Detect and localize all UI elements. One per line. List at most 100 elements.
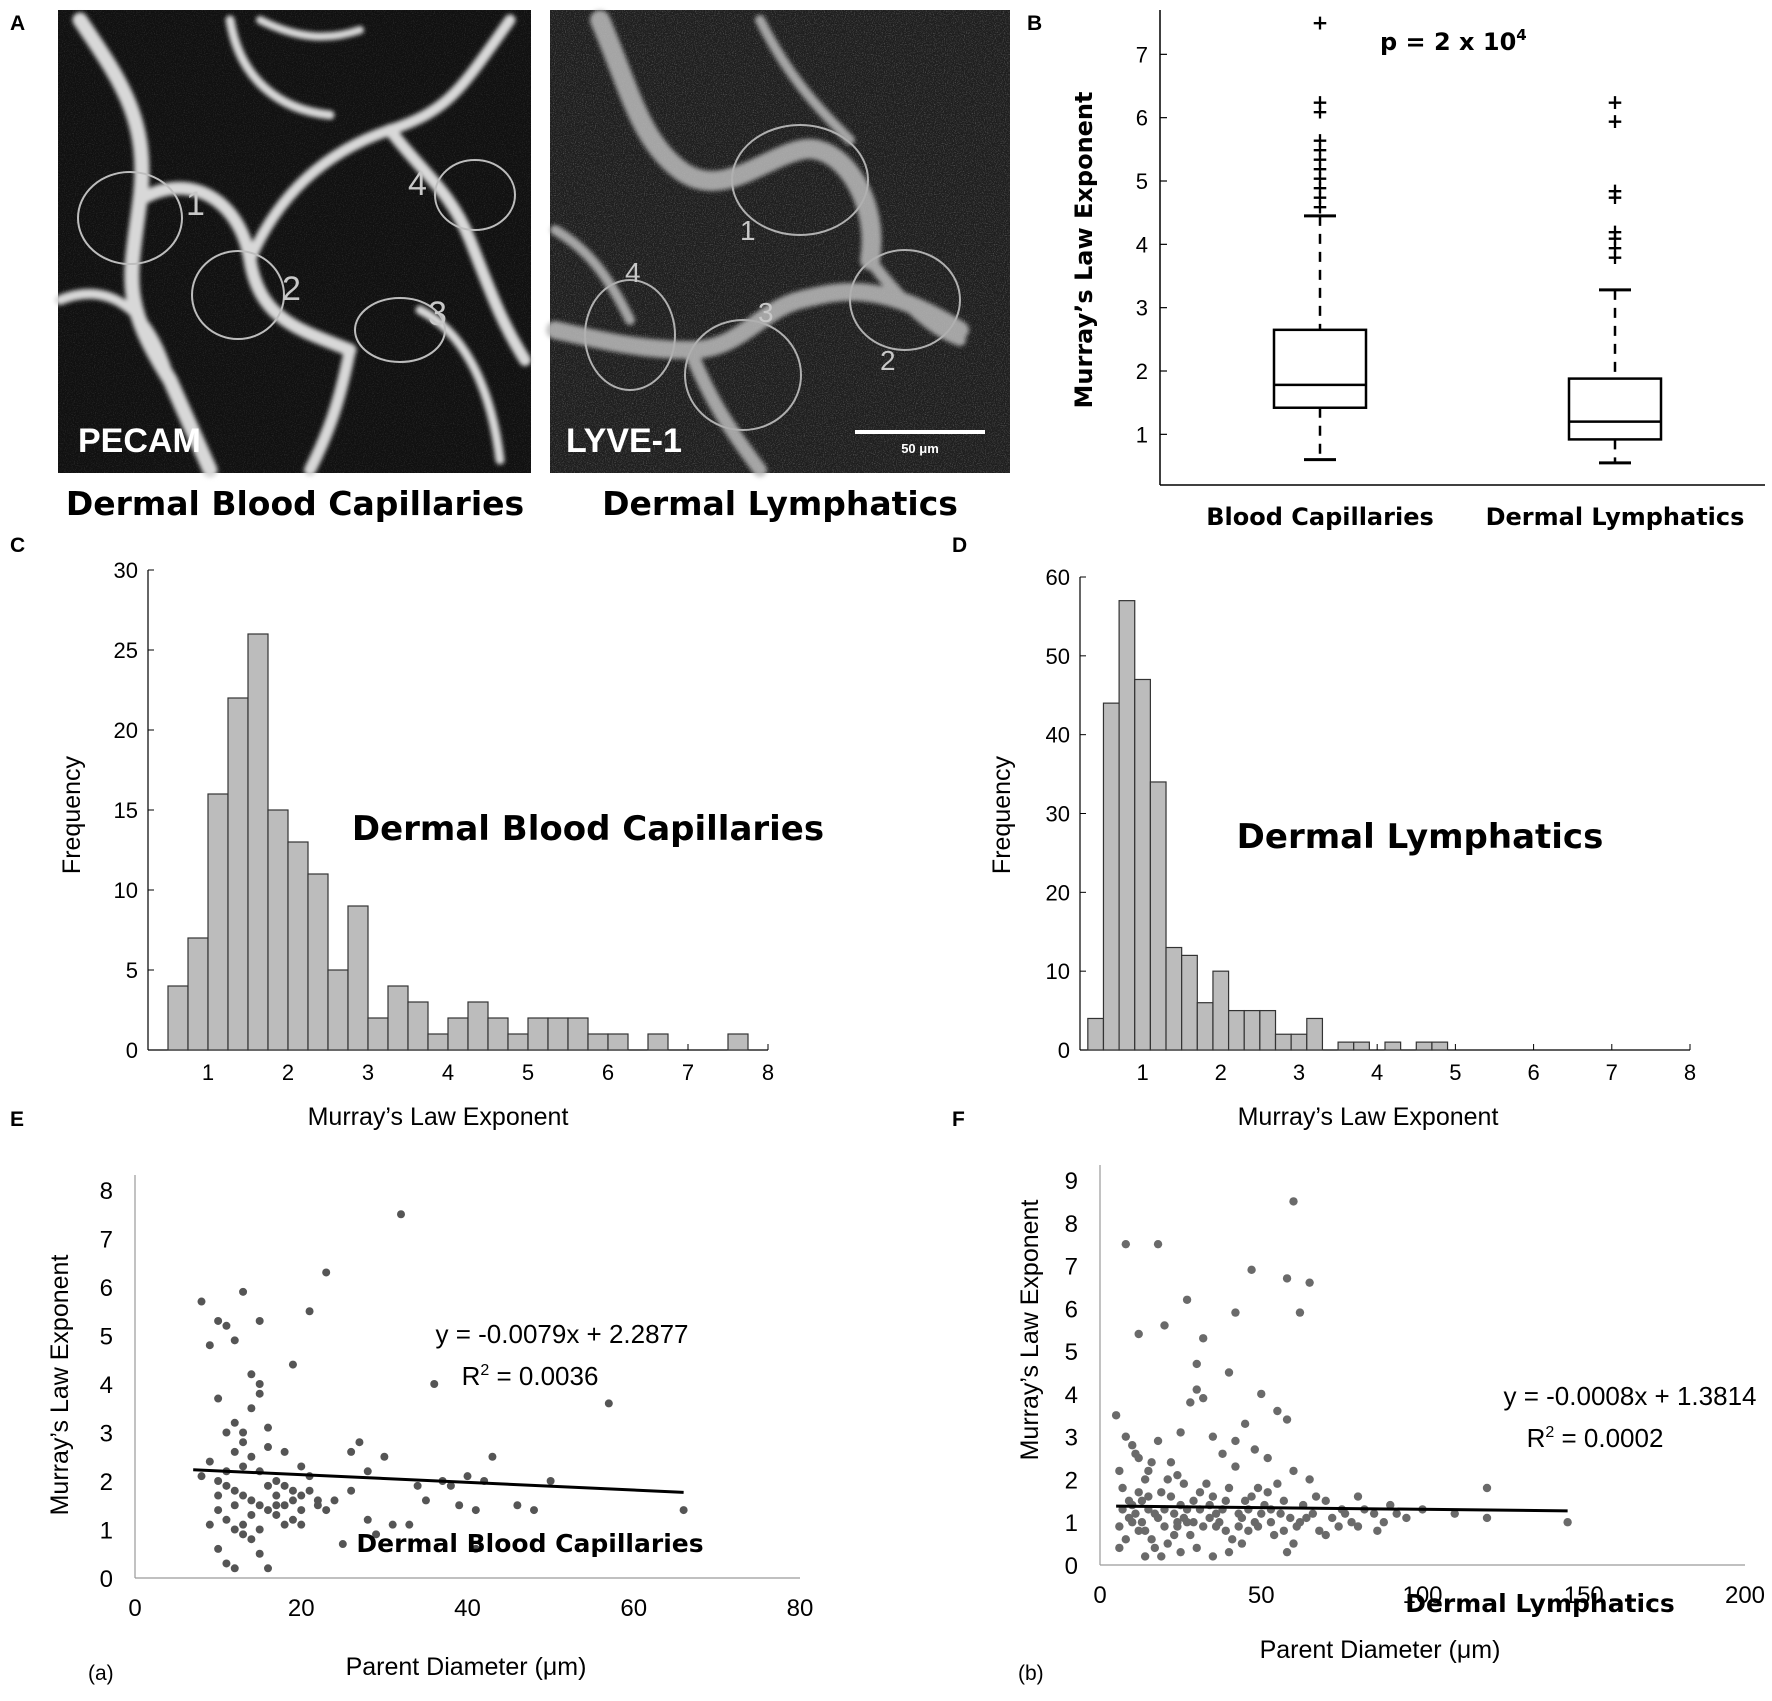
chart-f-point-77 (1279, 1496, 1289, 1506)
chart-f-point-33 (1250, 1445, 1260, 1454)
chart-c-bar-5 (267, 809, 289, 1051)
chart-f-point-64 (1211, 1509, 1221, 1518)
chart-e-point-91 (280, 1520, 289, 1529)
chart-c-bar-20 (567, 1017, 589, 1051)
chart-f-xlabel: Parent Diameter (μm) (1260, 1636, 1501, 1664)
chart-e-point-46 (247, 1535, 256, 1544)
chart-f-point-54 (1157, 1552, 1166, 1561)
chart-f-point-0 (1121, 1239, 1131, 1249)
chart-e-point-27 (297, 1462, 306, 1471)
chart-d-bar-10 (1243, 1009, 1261, 1051)
chart-c-ytick-label-3: 15 (114, 798, 138, 823)
chart-e-point-64 (347, 1447, 356, 1456)
chart-f-point-112 (1379, 1518, 1389, 1527)
chart-d-bar-17 (1353, 1041, 1370, 1051)
box-1-outlier-2: + (1607, 226, 1624, 250)
chart-d-xtick-label-2: 3 (1293, 1060, 1305, 1085)
chart-f-point-61 (1195, 1488, 1205, 1497)
chart-f-point-45 (1450, 1509, 1459, 1518)
chart-e-point-52 (205, 1520, 214, 1529)
box-0-outlier-3: + (1312, 166, 1329, 190)
chart-f-point-5 (1305, 1278, 1314, 1287)
box-0-outlier-2: + (1312, 175, 1329, 199)
chart-c-bar-24 (647, 1033, 669, 1051)
box-1-outlier-3: + (1607, 220, 1624, 244)
chart-e-point-50 (255, 1549, 264, 1558)
chart-f-point-136 (1144, 1492, 1153, 1501)
box-1-iqr (1567, 377, 1663, 441)
chart-f-ytick-label-9: 9 (1065, 1168, 1078, 1195)
chart-f-point-132 (1115, 1466, 1124, 1476)
box-0-outlier-0: + (1312, 194, 1329, 218)
marker-right-3: 3 (758, 297, 774, 328)
chart-e-point-79 (471, 1544, 480, 1553)
chart-f-equation: y = -0.0008x + 1.3814 (1504, 1381, 1757, 1411)
chart-d-bar-7 (1196, 1002, 1214, 1051)
chart-e-point-94 (347, 1486, 356, 1495)
chart-d-bar-1 (1102, 702, 1120, 1051)
chart-e-point-78 (372, 1530, 381, 1539)
chart-d-bar-5 (1165, 946, 1183, 1051)
chart-e-point-31 (222, 1481, 231, 1490)
chart-e-ylabel: Murray’s Law Exponent (46, 1255, 74, 1516)
chart-e-point-1 (205, 1341, 214, 1350)
chart-f-xtick-label-3: 150 (1564, 1582, 1604, 1609)
chart-e-point-6 (255, 1316, 264, 1325)
chart-f-point-134 (1128, 1518, 1137, 1527)
chart-f-ytick-label-8: 8 (1065, 1211, 1078, 1238)
chart-b-ytick-label-4: 5 (1136, 169, 1148, 194)
chart-f-point-22 (1144, 1466, 1153, 1476)
chart-e-point-76 (530, 1506, 538, 1515)
box-1-outlier-6: + (1607, 109, 1624, 133)
chart-b-pvalue: p = 2 x 104 (1380, 26, 1527, 56)
chart-f-point-117 (1163, 1475, 1172, 1484)
chart-f-point-71 (1247, 1492, 1256, 1501)
chart-e-title: Dermal Blood Capillaries (356, 1529, 703, 1558)
chart-d-ytick-label-2: 20 (1046, 880, 1070, 905)
chart-e-point-61 (297, 1506, 306, 1515)
chart-f-point-116 (1157, 1488, 1166, 1497)
chart-f-point-8 (1199, 1334, 1208, 1343)
chart-f-point-9 (1160, 1321, 1169, 1330)
chart-f-point-35 (1282, 1415, 1292, 1424)
chart-d-bar-9 (1227, 1009, 1245, 1051)
chart-d-ytick-label-3: 30 (1046, 802, 1070, 827)
chart-f-point-152 (1140, 1552, 1150, 1561)
chart-e-point-93 (322, 1506, 331, 1515)
marker-right-4: 4 (625, 257, 641, 288)
chart-e-point-67 (380, 1452, 389, 1461)
chart-f-point-72 (1253, 1483, 1263, 1493)
chart-e-point-20 (214, 1394, 223, 1403)
chart-f-point-122 (1150, 1509, 1160, 1518)
chart-d-xtick-label-5: 6 (1527, 1060, 1539, 1085)
chart-f-point-138 (1173, 1518, 1182, 1527)
chart-e-ytick-label-2: 2 (100, 1469, 113, 1496)
chart-f-point-24 (1166, 1458, 1176, 1467)
chart-f-point-139 (1205, 1513, 1214, 1523)
chart-f-title: Dermal Lymphatics (1405, 1589, 1675, 1618)
stain-label-lyve1: LYVE-1 (566, 422, 682, 460)
chart-c-bar-13 (427, 1033, 449, 1051)
chart-e-point-5 (239, 1287, 248, 1296)
chart-f-point-67 (1228, 1535, 1237, 1544)
chart-e-r2: R2 = 0.0036 (462, 1361, 599, 1391)
chart-e-ytick-label-1: 1 (100, 1518, 113, 1545)
marker-left-4: 4 (408, 165, 427, 203)
chart-d-bar-14 (1306, 1017, 1324, 1051)
chart-f-point-52 (1147, 1535, 1156, 1544)
chart-f-point-55 (1163, 1539, 1172, 1548)
chart-f-point-147 (1282, 1547, 1292, 1557)
chart-e-point-32 (230, 1486, 239, 1495)
chart-d-title: Dermal Lymphatics (1237, 817, 1604, 857)
chart-f-point-82 (1140, 1475, 1150, 1484)
chart-f-xtick-label-1: 50 (1248, 1582, 1275, 1609)
chart-f-point-141 (1234, 1509, 1243, 1518)
chart-c-xtick-label-2: 3 (362, 1060, 374, 1085)
chart-c-xtick-label-7: 8 (762, 1060, 774, 1085)
chart-f-point-102 (1286, 1513, 1295, 1523)
chart-e-point-22 (230, 1418, 239, 1427)
chart-c-title: Dermal Blood Capillaries (352, 809, 824, 849)
chart-b-ytick-label-1: 2 (1136, 359, 1148, 384)
chart-f-point-1 (1153, 1239, 1163, 1249)
chart-f-point-14 (1257, 1389, 1266, 1399)
